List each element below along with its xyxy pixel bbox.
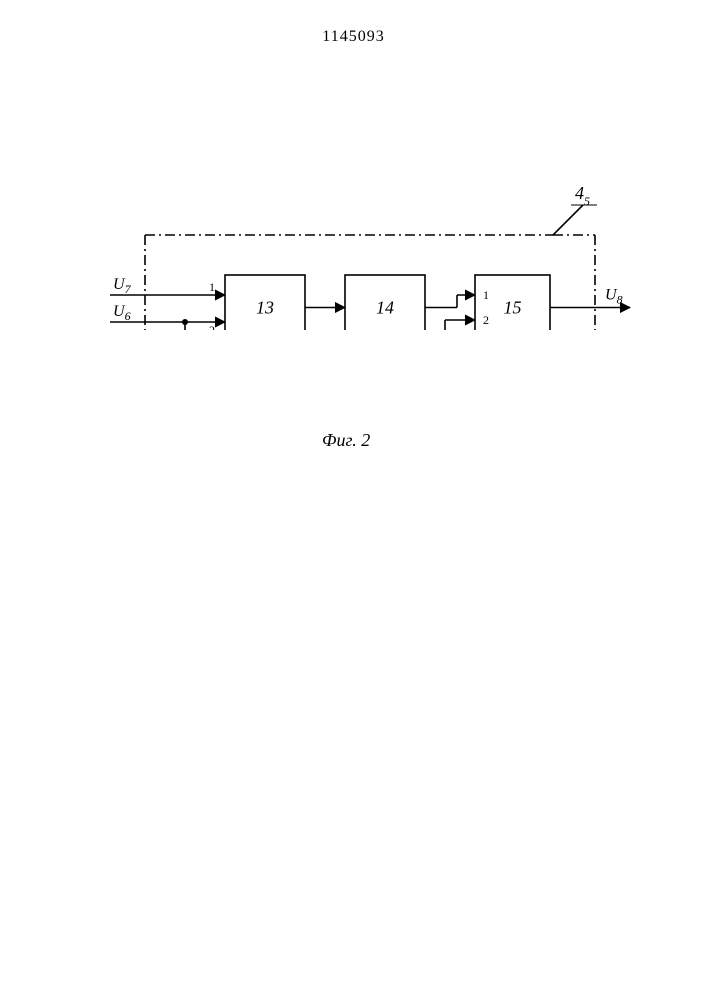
svg-text:45: 45 — [575, 183, 590, 208]
svg-text:14: 14 — [376, 298, 394, 318]
svg-text:2: 2 — [483, 313, 489, 327]
page: 1145093 4513141512U7U612U8 Фиг. 2 — [0, 0, 707, 1000]
svg-text:13: 13 — [256, 298, 274, 318]
figure-caption: Фиг. 2 — [322, 430, 370, 451]
svg-text:1: 1 — [483, 288, 489, 302]
svg-text:U6: U6 — [113, 303, 131, 323]
svg-text:2: 2 — [209, 323, 215, 330]
svg-text:1: 1 — [209, 280, 215, 294]
svg-text:U8: U8 — [605, 287, 623, 307]
block-diagram: 45 13 14 15 1 2 U7 U6 1 2 U8 — [55, 30, 655, 330]
svg-text:U7: U7 — [113, 276, 132, 296]
svg-text:15: 15 — [504, 298, 522, 318]
